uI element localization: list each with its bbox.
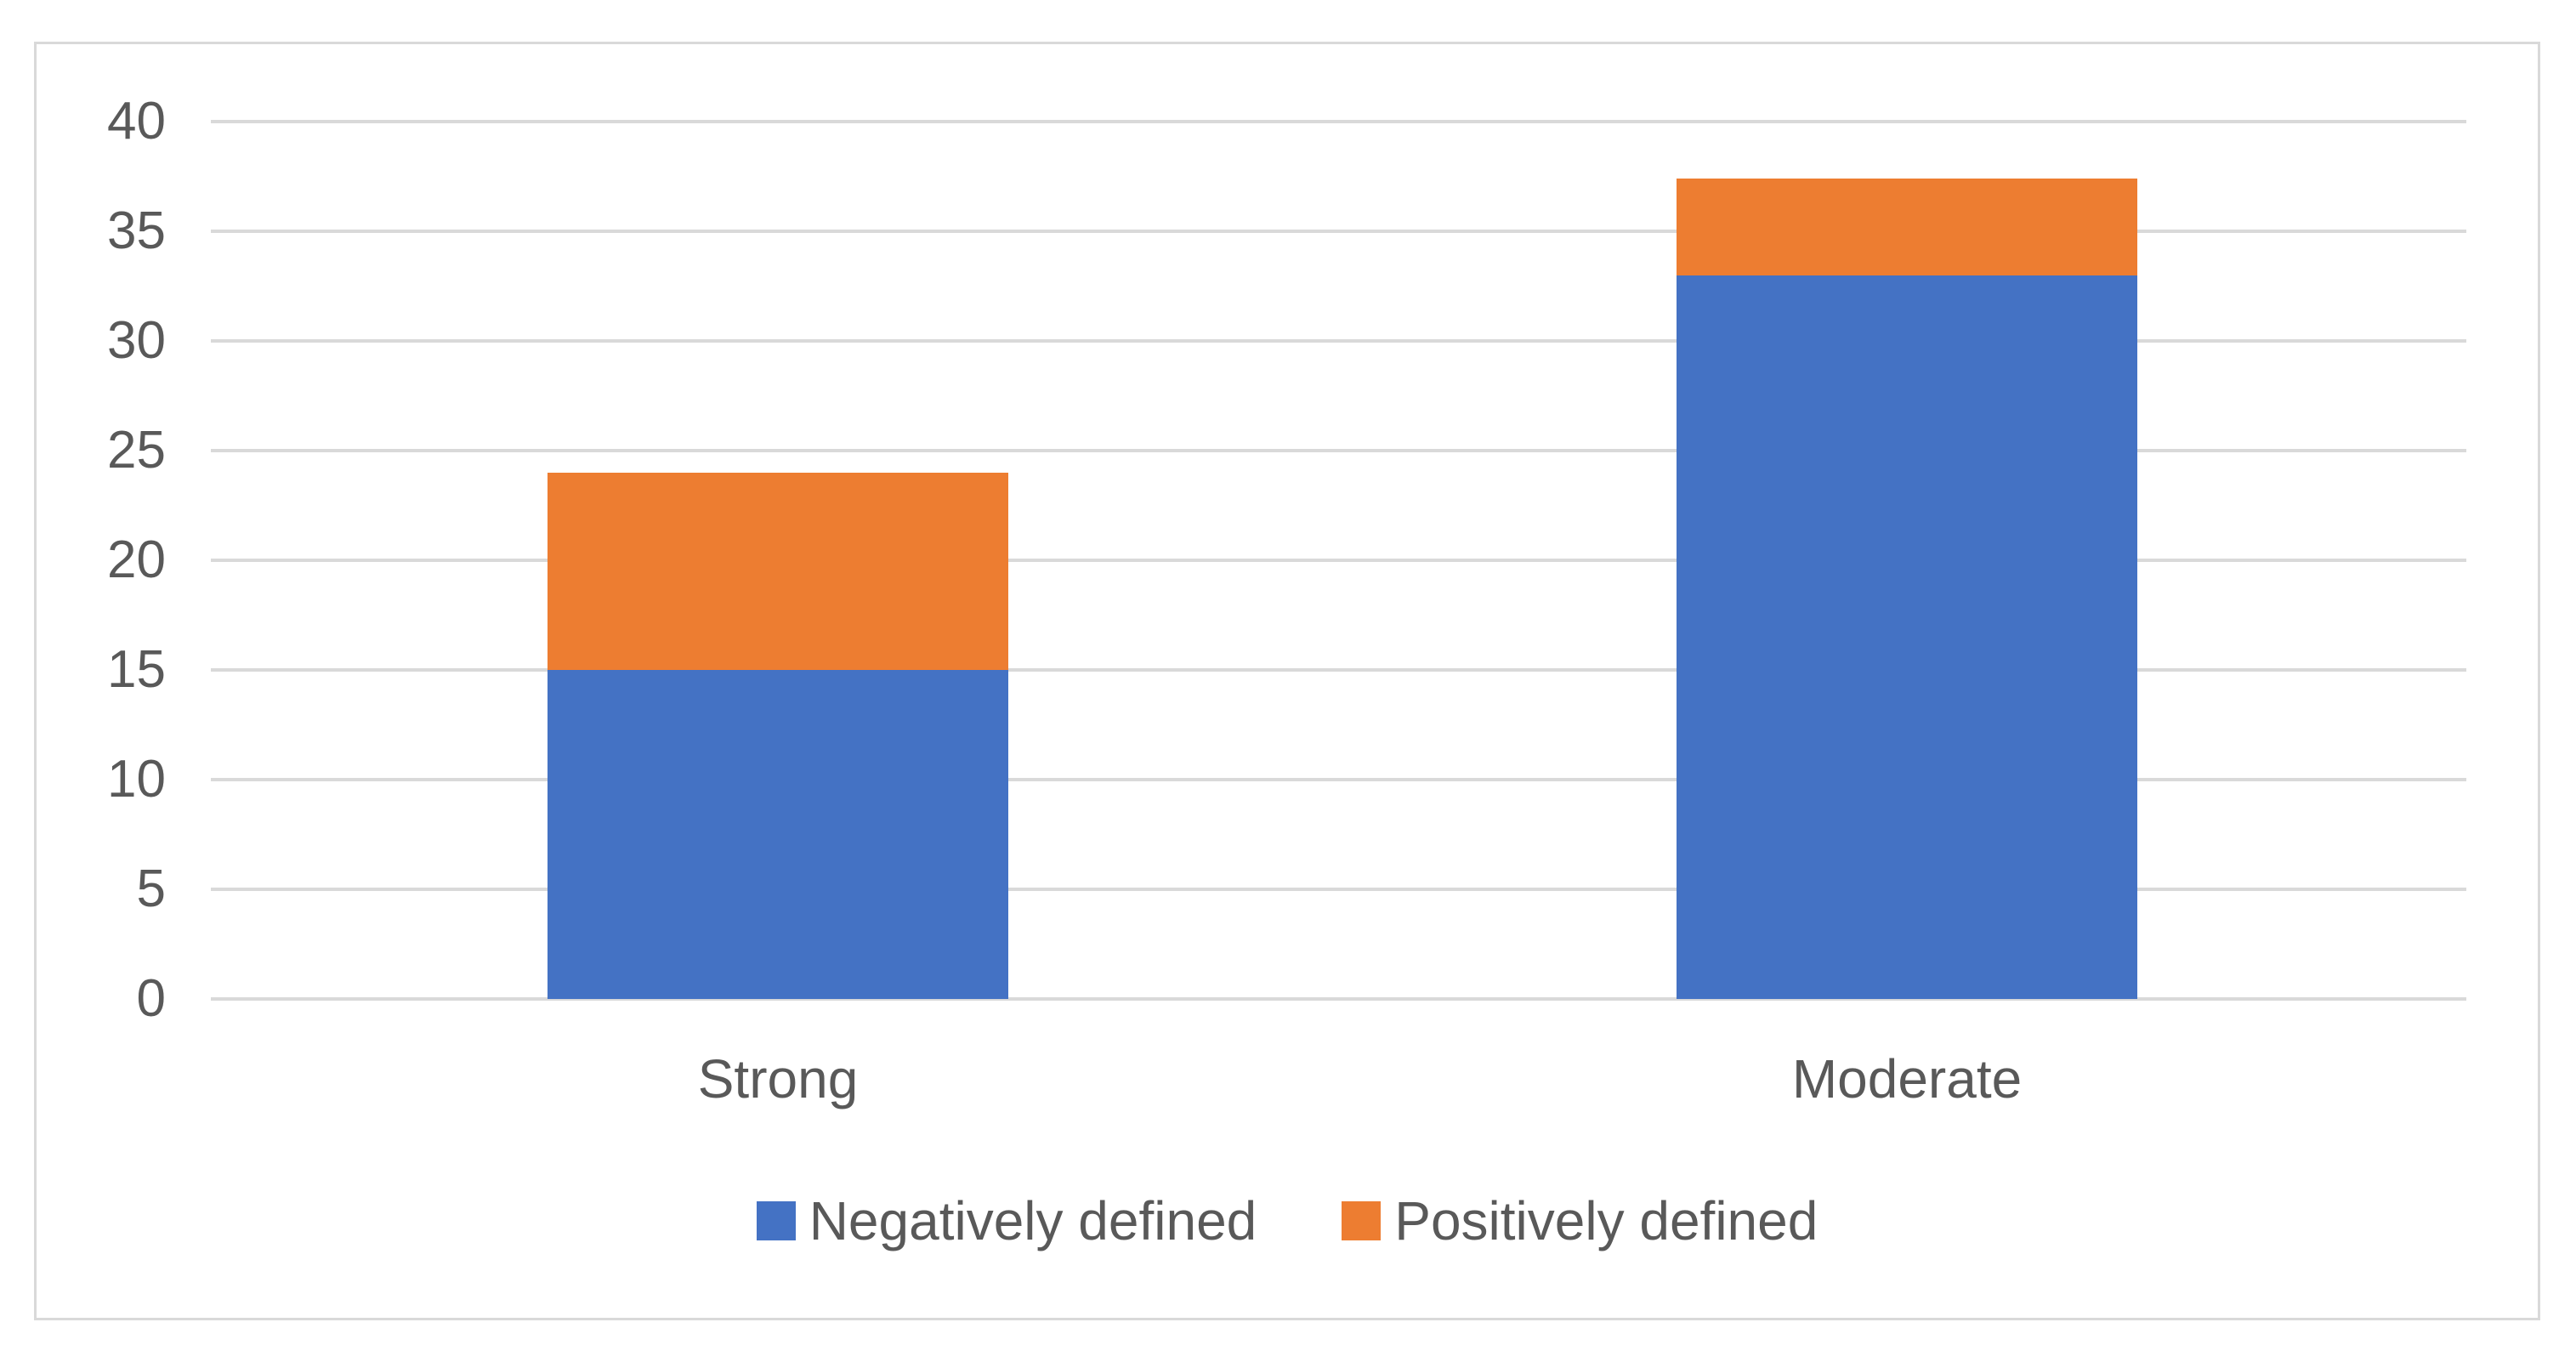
bar-segment-moderate-positively-defined xyxy=(1677,179,2137,275)
y-axis-tick-label: 40 xyxy=(107,92,166,150)
y-axis-tick-label: 25 xyxy=(107,421,166,480)
legend-label: Negatively defined xyxy=(809,1190,1257,1251)
legend-swatch-icon xyxy=(756,1201,796,1240)
gridline-y-15 xyxy=(211,668,2466,672)
gridline-y-35 xyxy=(211,230,2466,233)
y-axis-tick-label: 0 xyxy=(136,969,166,1028)
x-axis-category-label: Strong xyxy=(697,1048,859,1109)
gridline-y-40 xyxy=(211,120,2466,123)
y-axis-tick-label: 5 xyxy=(136,860,166,918)
legend-item-positively-defined: Positively defined xyxy=(1342,1194,1818,1248)
legend-swatch-icon xyxy=(1342,1201,1382,1240)
gridline-y-20 xyxy=(211,559,2466,562)
plot-area: 0 5 10 15 20 25 30 35 40 Strong Moderate xyxy=(37,44,2538,1318)
x-axis-category-label: Moderate xyxy=(1791,1048,2023,1109)
bar-segment-strong-negatively-defined xyxy=(548,670,1008,999)
gridline-y-30 xyxy=(211,339,2466,343)
gridline-y-10 xyxy=(211,778,2466,781)
y-axis-tick-label: 10 xyxy=(107,750,166,809)
legend-item-negatively-defined: Negatively defined xyxy=(756,1190,1257,1251)
bar-segment-strong-positively-defined xyxy=(548,472,1008,670)
y-axis-tick-label: 20 xyxy=(107,531,166,589)
chart-frame: 0 5 10 15 20 25 30 35 40 Strong Moderate Negativel… xyxy=(34,42,2540,1320)
y-axis-tick-label: 35 xyxy=(107,201,166,260)
gridline-y-5 xyxy=(211,888,2466,891)
y-axis-tick-label: 30 xyxy=(107,311,166,370)
legend: Negatively defined Positively defined xyxy=(37,1194,2538,1248)
bar-segment-moderate-negatively-defined xyxy=(1677,275,2137,999)
legend-label: Positively defined xyxy=(1394,1190,1819,1251)
gridline-y-25 xyxy=(211,449,2466,452)
y-axis-tick-label: 15 xyxy=(107,640,166,699)
gridline-y-0 xyxy=(211,997,2466,1001)
